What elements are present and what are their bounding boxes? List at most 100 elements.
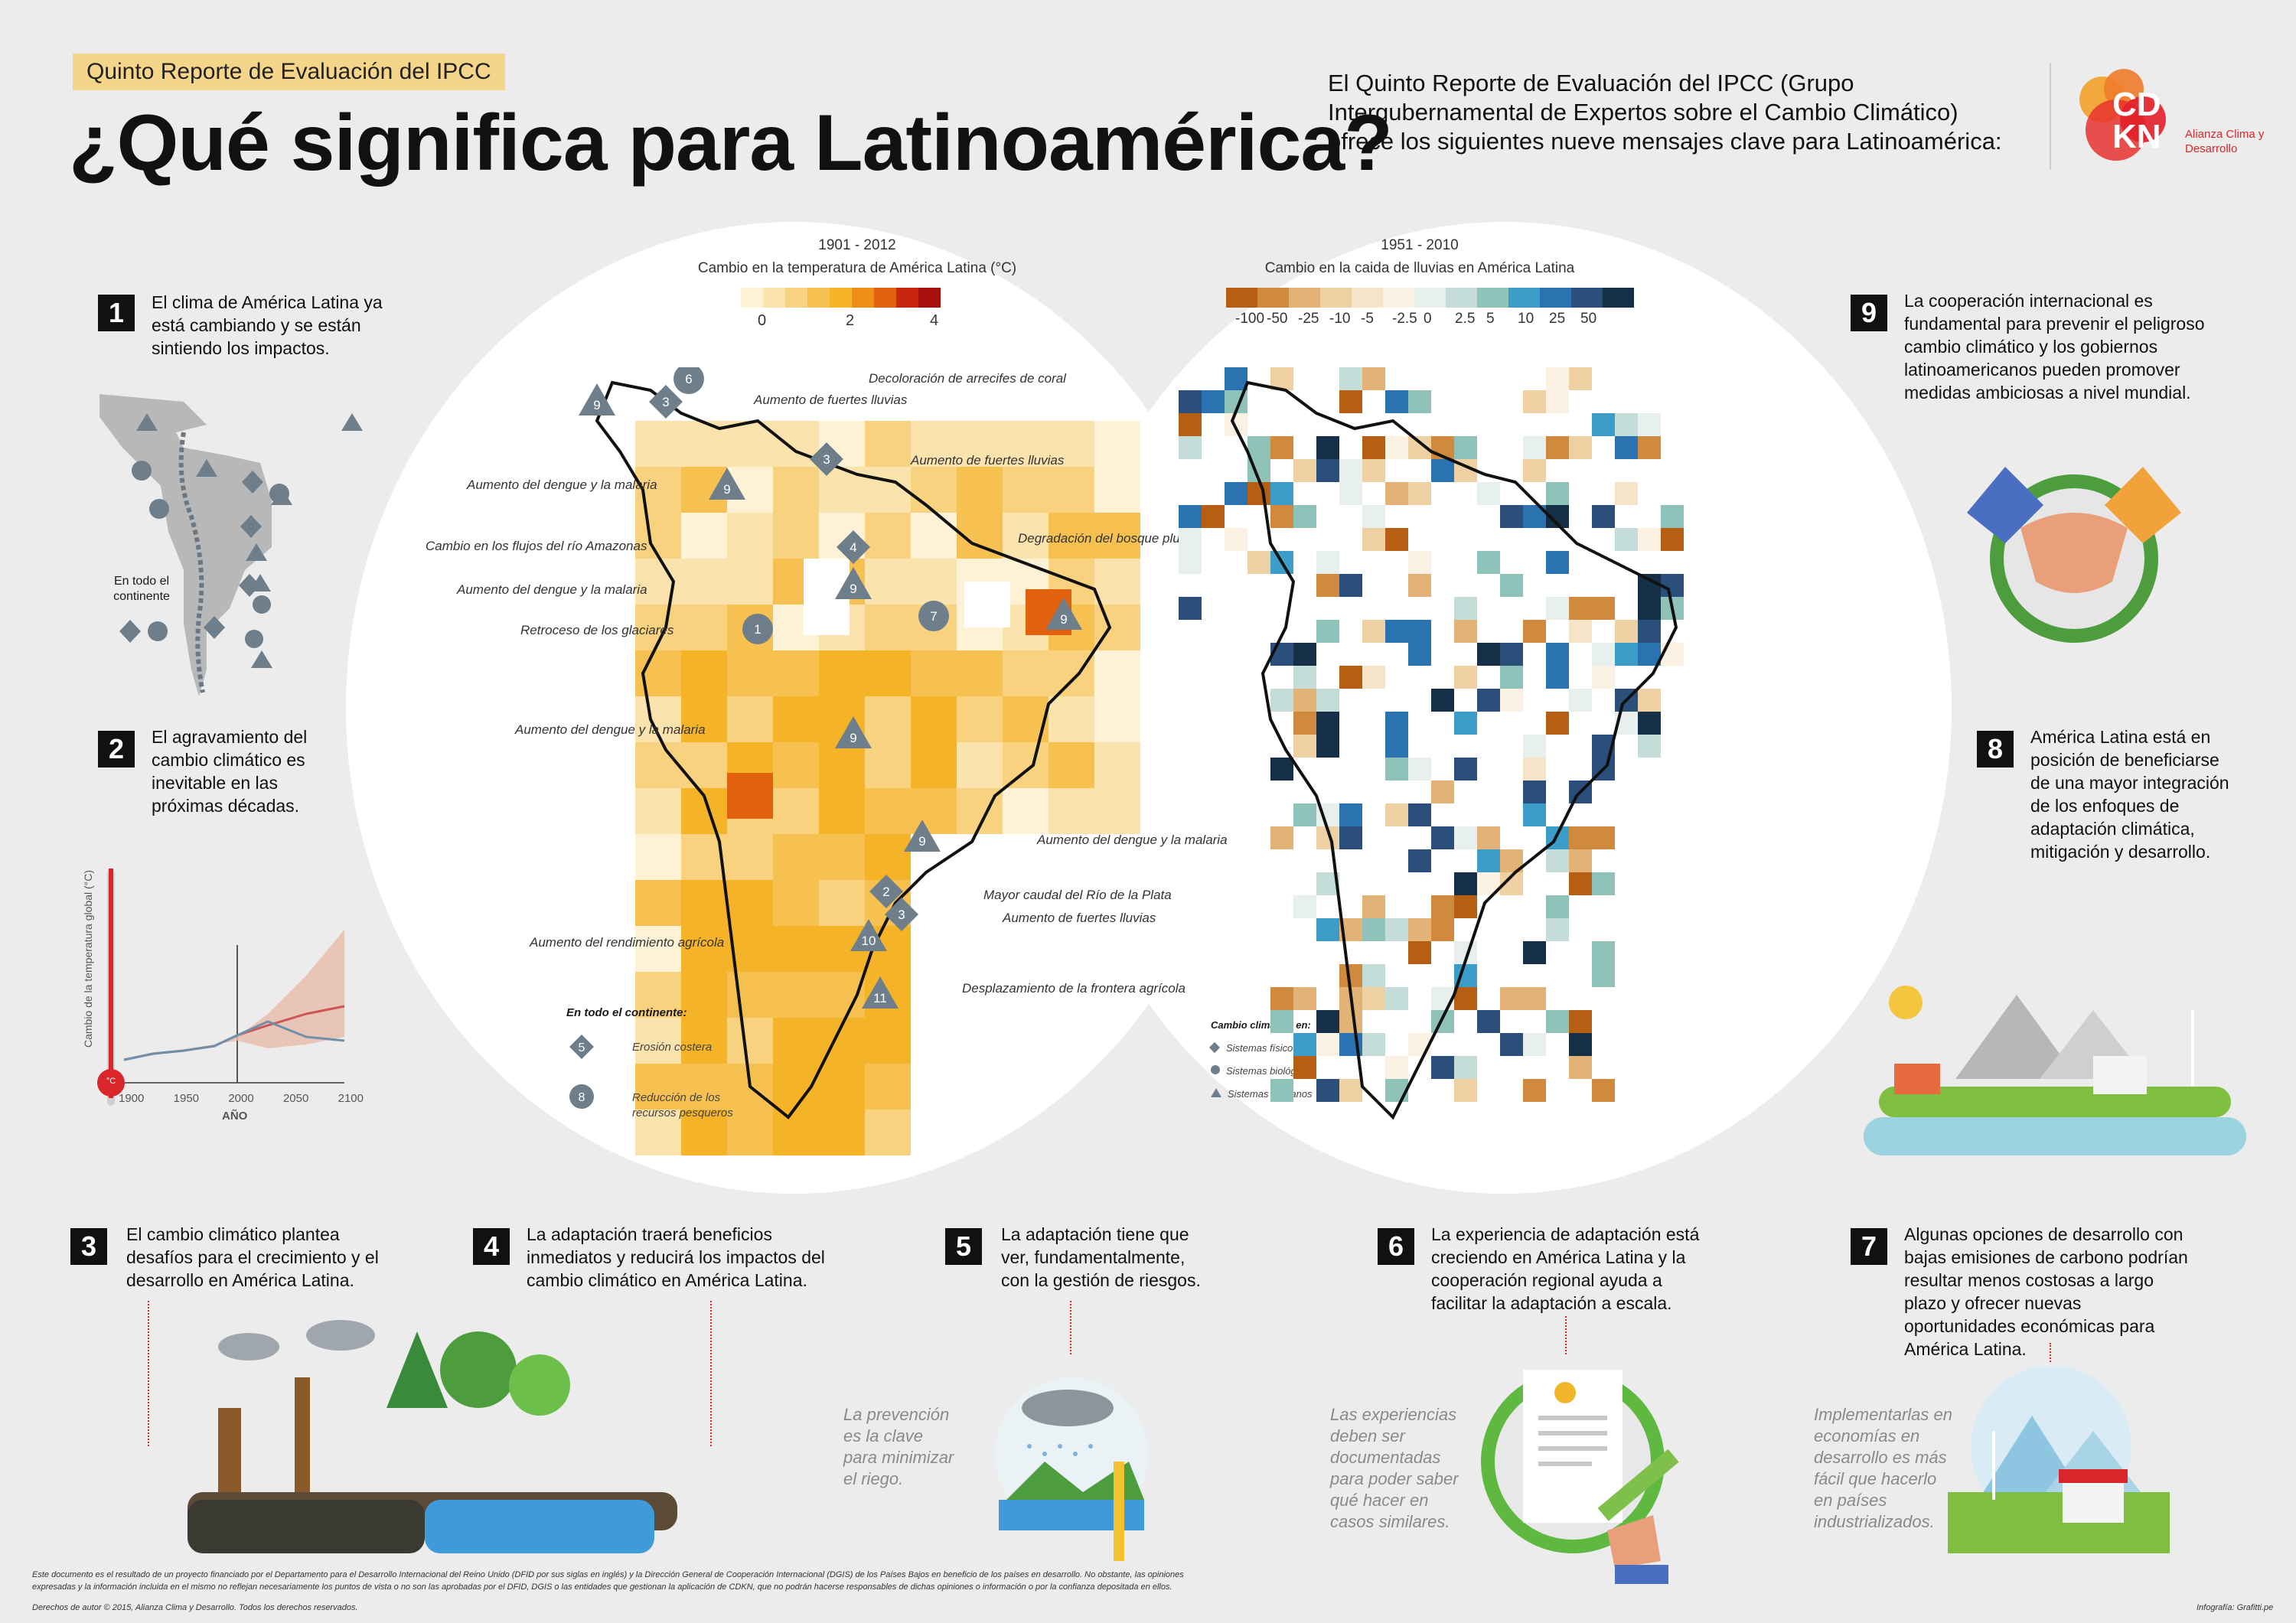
xtick-1950: 1950 xyxy=(173,1092,200,1105)
rain-grid-cell xyxy=(1385,758,1408,781)
temp-grid-cell xyxy=(773,742,819,788)
temp-grid-cell xyxy=(1003,467,1049,513)
rain-grid-cell xyxy=(1592,964,1615,987)
rain-grid-cell xyxy=(1270,505,1293,528)
rain-grid-cell xyxy=(1523,1033,1546,1056)
impact-marker: 9 xyxy=(835,716,872,748)
rain-legend-swatch xyxy=(1383,288,1414,308)
minimap-continent-label: En todo el continente xyxy=(113,575,170,603)
rain-grid-cell xyxy=(1431,781,1454,803)
rain-grid-cell xyxy=(1523,987,1546,1010)
message-5-text: La adaptación tiene que ver, fundamental… xyxy=(1001,1224,1201,1290)
message-number-2: 2 xyxy=(98,731,135,768)
rain-legend-tick: 5 xyxy=(1486,311,1495,327)
rain-grid-cell xyxy=(1316,459,1339,482)
rain-grid-cell xyxy=(1362,964,1385,987)
temp-legend-swatch xyxy=(785,288,807,308)
continent-item-8: 8 xyxy=(568,1083,595,1114)
footer-credit: Infografía: Grafitti.pe xyxy=(2197,1603,2274,1612)
rain-grid-cell xyxy=(1385,482,1408,505)
svg-text:9: 9 xyxy=(850,582,856,596)
label-amazon-flows: Cambio en los flujos del río Amazonas xyxy=(426,539,647,553)
message-number-3: 3 xyxy=(70,1228,107,1265)
impact-marker: 7 xyxy=(918,601,949,631)
temp-legend-swatch xyxy=(918,288,941,308)
rain-grid-cell xyxy=(1316,689,1339,712)
rain-grid-cell xyxy=(1431,689,1454,712)
temp-grid-cell xyxy=(681,513,727,559)
rain-grid-cell xyxy=(1431,1056,1454,1079)
rain-grid-cell xyxy=(1454,597,1477,620)
rain-grid-cell xyxy=(1247,482,1270,505)
rain-grid-cell xyxy=(1362,528,1385,551)
rain-grid-cell xyxy=(1477,1010,1500,1033)
landscape-illustration xyxy=(188,1301,677,1561)
rain-legend-tick: -5 xyxy=(1361,311,1374,327)
label-heavy-rain-2: Aumento de fuertes lluvias xyxy=(911,453,1065,468)
rain-grid-cell xyxy=(1270,987,1293,1010)
temp-grid-cell xyxy=(1094,742,1140,788)
impact-marker: 3 xyxy=(885,898,918,931)
rain-legend-tick: 10 xyxy=(1518,311,1534,327)
rain-grid-cell xyxy=(1454,712,1477,735)
temp-grid-cell xyxy=(681,742,727,788)
rain-grid-cell xyxy=(1385,712,1408,735)
rain-grid-cell xyxy=(1477,551,1500,574)
temperature-map: 6 9 3 9 3 4 9 7 9 1 9 9 2 3 10 11 xyxy=(497,367,1186,1178)
rain-grid-cell xyxy=(1431,987,1454,1010)
temp-grid-cell xyxy=(727,513,773,559)
temp-grid-cell xyxy=(911,650,957,696)
temp-grid-cell xyxy=(865,834,911,880)
document-illustration xyxy=(1477,1362,1707,1592)
rain-grid-cell xyxy=(1339,1010,1362,1033)
temp-grid-cell xyxy=(819,1064,865,1110)
rain-grid-cell xyxy=(1385,436,1408,459)
rain-grid-cell xyxy=(1477,643,1500,666)
rain-grid-cell xyxy=(1362,505,1385,528)
temp-grid-cell xyxy=(957,421,1003,467)
impact-marker: 11 xyxy=(862,976,899,1009)
rain-grid-cell xyxy=(1362,1033,1385,1056)
temp-legend-swatch xyxy=(852,288,874,308)
handshake-illustration xyxy=(1959,451,2189,650)
rain-grid-cell xyxy=(1546,551,1569,574)
rain-grid-cell xyxy=(1362,436,1385,459)
temp-grid-cell xyxy=(865,559,911,605)
svg-text:3: 3 xyxy=(662,395,669,409)
xtick-2000: 2000 xyxy=(228,1092,254,1105)
rain-grid-cell xyxy=(1316,620,1339,643)
rain-grid-cell xyxy=(1339,803,1362,826)
rain-grid-cell xyxy=(1638,436,1661,459)
rain-grid-cell xyxy=(1661,574,1684,597)
rain-grid-cell xyxy=(1225,528,1247,551)
temp-grid-cell xyxy=(819,742,865,788)
arrow-4 xyxy=(710,1301,713,1446)
temp-grid-cell xyxy=(635,513,681,559)
rain-grid-cell xyxy=(1385,735,1408,758)
rain-grid-cell xyxy=(1638,574,1661,597)
temp-grid-cell xyxy=(727,1018,773,1064)
rain-grid-cell xyxy=(1546,436,1569,459)
chart-unit: °C xyxy=(106,1077,116,1086)
rain-grid-cell xyxy=(1546,597,1569,620)
rain-grid-cell xyxy=(1500,689,1523,712)
label-glacier-retreat: Retroceso de los glaciares xyxy=(520,623,674,637)
temp-grid-cell xyxy=(727,834,773,880)
rain-grid-cell xyxy=(1270,482,1293,505)
rain-grid-cell xyxy=(1615,413,1638,436)
rain-grid-cell xyxy=(1408,849,1431,872)
label-heavy-rain-3: Aumento de fuertes lluvias xyxy=(1003,911,1156,925)
temp-grid-cell xyxy=(635,972,681,1018)
temp-grid-cell xyxy=(635,880,681,926)
temp-grid-cell xyxy=(865,605,911,650)
temp-grid-cell xyxy=(681,605,727,650)
message-9-text: La cooperación internacional es fundamen… xyxy=(1904,291,2205,402)
rain-grid-cell xyxy=(1661,528,1684,551)
temp-map-title: Cambio en la temperatura de América Lati… xyxy=(697,260,1017,276)
rain-grid-cell xyxy=(1316,1033,1339,1056)
rain-grid-cell xyxy=(1247,551,1270,574)
rain-grid-cell xyxy=(1523,436,1546,459)
label-dengue-1: Aumento del dengue y la malaria xyxy=(467,477,657,492)
message-6-text: La experiencia de adaptación está crecie… xyxy=(1431,1224,1700,1313)
svg-text:6: 6 xyxy=(685,372,692,386)
